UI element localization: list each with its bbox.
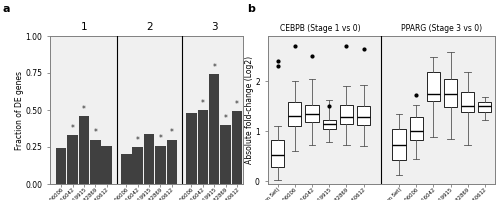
Y-axis label: Fraction of DE genes: Fraction of DE genes [15, 71, 24, 150]
Text: a: a [2, 4, 10, 14]
PathPatch shape [322, 120, 336, 129]
Text: 2: 2 [146, 22, 152, 32]
Text: CEBPB (Stage 1 vs 0): CEBPB (Stage 1 vs 0) [280, 24, 361, 33]
Bar [68, 135, 78, 184]
PathPatch shape [444, 79, 457, 107]
Bar [78, 116, 89, 184]
Text: 1: 1 [80, 22, 87, 32]
Bar [220, 125, 231, 184]
Text: *: * [158, 134, 162, 143]
PathPatch shape [427, 72, 440, 101]
Text: *: * [70, 124, 74, 133]
PathPatch shape [410, 117, 422, 140]
Bar [56, 148, 66, 184]
PathPatch shape [392, 129, 406, 160]
Text: *: * [224, 114, 228, 123]
Text: *: * [212, 63, 216, 72]
Text: PPARG (Stage 3 vs 0): PPARG (Stage 3 vs 0) [402, 24, 482, 33]
Text: b: b [248, 4, 256, 14]
Text: *: * [82, 105, 86, 114]
PathPatch shape [271, 140, 284, 167]
Bar [209, 74, 220, 184]
Bar [121, 154, 132, 184]
Text: *: * [235, 100, 239, 109]
Bar [198, 110, 208, 184]
PathPatch shape [478, 102, 492, 112]
PathPatch shape [340, 105, 353, 124]
Bar [186, 113, 196, 184]
Text: *: * [94, 128, 98, 137]
PathPatch shape [306, 105, 318, 122]
Y-axis label: Absolute fold-change (Log2): Absolute fold-change (Log2) [244, 56, 254, 164]
Bar [144, 134, 154, 184]
Bar [102, 146, 112, 184]
Text: 3: 3 [211, 22, 218, 32]
Bar [90, 140, 101, 184]
Text: *: * [170, 128, 174, 137]
Bar [155, 146, 166, 184]
PathPatch shape [357, 106, 370, 125]
PathPatch shape [461, 92, 474, 112]
Text: *: * [136, 136, 140, 145]
PathPatch shape [288, 102, 302, 126]
Bar [132, 147, 143, 184]
Bar [232, 111, 242, 184]
Bar [166, 140, 177, 184]
Text: *: * [201, 99, 205, 108]
